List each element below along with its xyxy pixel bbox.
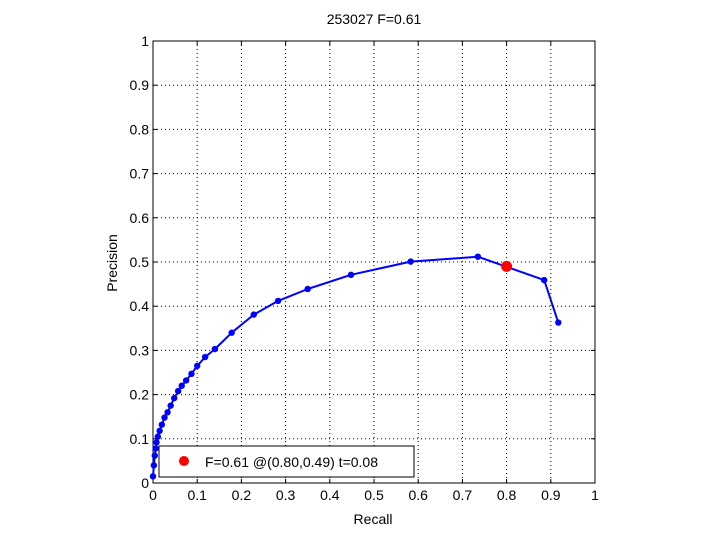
- series-point: [171, 394, 178, 402]
- legend: F=0.61 @(0.80,0.49) t=0.08: [158, 445, 415, 478]
- chart-title: 253027 F=0.61: [327, 11, 422, 27]
- series-point: [250, 311, 257, 318]
- legend-box: [158, 445, 415, 478]
- series-point: [555, 319, 562, 326]
- x-tick-label: 0: [149, 487, 157, 503]
- series-point: [167, 402, 174, 409]
- y-tick-label: 0.8: [130, 121, 150, 137]
- y-tick-label: 0.9: [130, 77, 150, 93]
- y-tick-label: 0.7: [130, 166, 150, 182]
- series-point: [151, 452, 158, 459]
- x-tick-label: 0.2: [232, 487, 252, 503]
- series-point: [178, 382, 185, 389]
- legend-marker: [179, 456, 189, 466]
- grid: [153, 41, 595, 483]
- series-point: [347, 271, 355, 279]
- series-point: [228, 329, 235, 336]
- series-point: [164, 409, 171, 416]
- series-point: [188, 370, 195, 378]
- series-point: [201, 353, 209, 361]
- series-point: [407, 258, 414, 265]
- series-point: [194, 362, 201, 370]
- x-tick-label: 0.9: [541, 487, 561, 503]
- series-point: [540, 276, 548, 284]
- legend-label: F=0.61 @(0.80,0.49) t=0.08: [205, 454, 378, 470]
- y-tick-label: 0.5: [130, 254, 150, 270]
- series-layer: [149, 253, 562, 480]
- y-tick-label: 0.6: [130, 210, 150, 226]
- series-point: [150, 462, 158, 469]
- x-tick-label: 1: [591, 487, 599, 503]
- series-point: [152, 445, 159, 452]
- x-tick-label: 0.4: [320, 487, 340, 503]
- series-line: [152, 255, 560, 477]
- series-point: [211, 345, 219, 353]
- series-point: [274, 297, 282, 305]
- x-tick-label: 0.6: [408, 487, 428, 503]
- series-point: [153, 439, 160, 446]
- y-tick-label: 0.2: [130, 387, 150, 403]
- x-tick-label: 0.7: [453, 487, 473, 503]
- series-point: [474, 253, 482, 260]
- series-point: [158, 421, 166, 428]
- series-point: [304, 285, 311, 293]
- y-axis-label: Precision: [104, 234, 120, 292]
- y-tick-label: 0.1: [130, 431, 150, 447]
- y-tick-label: 0.4: [130, 298, 150, 314]
- x-tick-label: 0.1: [187, 487, 207, 503]
- y-tick-label: 0: [141, 475, 149, 491]
- series-point: [174, 387, 182, 395]
- series-point: [182, 377, 190, 384]
- series-point: [154, 433, 162, 440]
- x-tick-label: 0.3: [276, 487, 296, 503]
- series-point: [149, 473, 157, 480]
- x-tick-label: 0.5: [364, 487, 384, 503]
- y-tick-label: 0.3: [130, 342, 150, 358]
- y-tick-label: 1: [141, 33, 149, 49]
- series-point: [161, 414, 168, 421]
- x-tick-label: 0.8: [497, 487, 517, 503]
- x-axis-label: Recall: [354, 511, 393, 527]
- axis-ticks: 0 0.1 0.2 0.3 0.4 0.5 0.6 0.7 0.8 0.9 1 0 0.1 0.2 0.3 0…: [130, 33, 600, 503]
- best-f-point: [501, 260, 513, 272]
- series-point: [156, 427, 163, 435]
